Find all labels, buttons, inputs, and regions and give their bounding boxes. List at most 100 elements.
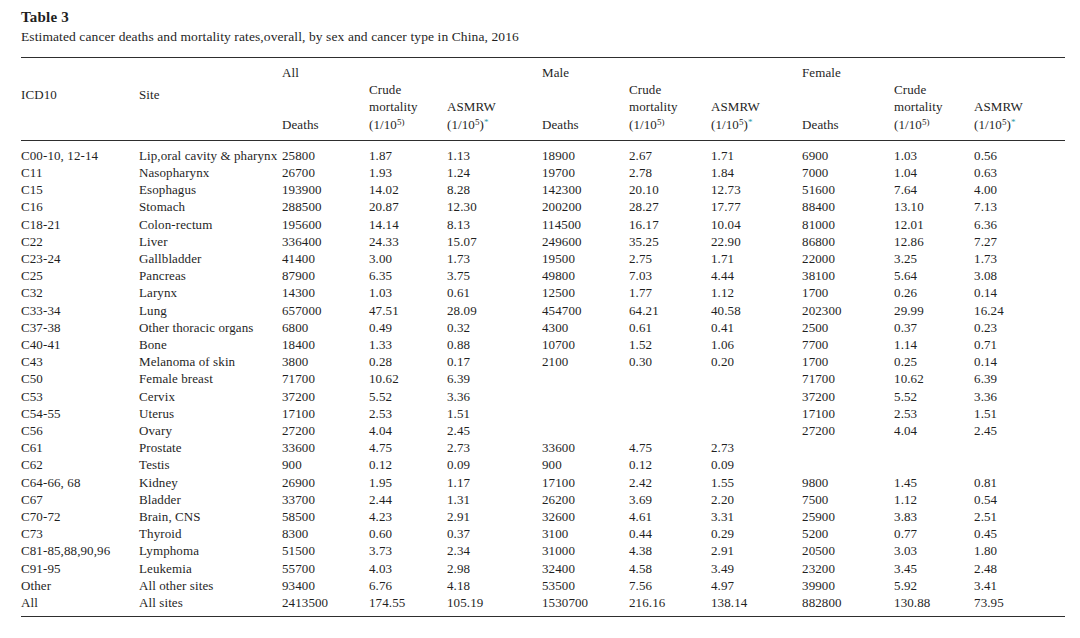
cell-all-asmrw: 0.88 <box>447 336 542 353</box>
col-header-female-deaths: Deaths <box>802 81 894 140</box>
cell-female-crude-mortality: 12.86 <box>894 233 974 250</box>
cell-male-crude-mortality: 2.75 <box>629 250 711 267</box>
col-header-icd10: ICD10 <box>21 81 139 140</box>
table-row: C37-38 Other thoracic organs 6800 0.49 0… <box>21 319 1065 336</box>
cell-all-crude-mortality: 2.44 <box>369 491 447 508</box>
cell-female-asmrw: 3.36 <box>974 388 1065 405</box>
asmrw-label: ASMRW <box>974 98 1065 115</box>
cell-site: Brain, CNS <box>139 508 282 525</box>
cell-male-asmrw: 2.20 <box>711 491 802 508</box>
cell-icd10: C70-72 <box>21 508 139 525</box>
group-label-all: All <box>282 58 542 82</box>
cell-all-deaths: 33700 <box>282 491 369 508</box>
cell-male-crude-mortality: 28.27 <box>629 198 711 215</box>
cell-all-deaths: 14300 <box>282 284 369 301</box>
table-row: C43 Melanoma of skin 3800 0.28 0.17 2100… <box>21 353 1065 370</box>
cell-male-crude-mortality: 4.38 <box>629 542 711 559</box>
table-header: All Male Female ICD10 Site Deaths Crude … <box>21 58 1065 141</box>
cell-female-crude-mortality: 29.99 <box>894 302 974 319</box>
cell-female-deaths: 22000 <box>802 250 894 267</box>
cell-all-deaths: 336400 <box>282 233 369 250</box>
cell-all-asmrw: 2.34 <box>447 542 542 559</box>
col-header-all-asmrw: ASMRW (1/105)* <box>447 81 542 140</box>
cell-icd10: C11 <box>21 164 139 181</box>
cell-female-crude-mortality: 5.92 <box>894 577 974 594</box>
table-row: C23-24 Gallbladder 41400 3.00 1.73 19500… <box>21 250 1065 267</box>
col-header-female-crude: Crude mortality (1/105) <box>894 81 974 140</box>
cell-male-crude-mortality: 16.17 <box>629 216 711 233</box>
cell-icd10: C53 <box>21 388 139 405</box>
cell-icd10: C43 <box>21 353 139 370</box>
cell-site: Female breast <box>139 370 282 387</box>
cell-male-crude-mortality: 64.21 <box>629 302 711 319</box>
cell-female-deaths: 1700 <box>802 353 894 370</box>
crude-label-line1: Crude <box>894 81 974 98</box>
crude-unit: (1/105) <box>629 116 711 133</box>
paper-page: Table 3 Estimated cancer deaths and mort… <box>0 0 1080 617</box>
deaths-label: Deaths <box>542 117 579 132</box>
cell-male-asmrw: 12.73 <box>711 181 802 198</box>
cell-site: Stomach <box>139 198 282 215</box>
cell-all-crude-mortality: 20.87 <box>369 198 447 215</box>
cell-all-deaths: 93400 <box>282 577 369 594</box>
cell-all-deaths: 51500 <box>282 542 369 559</box>
cell-male-asmrw: 2.91 <box>711 542 802 559</box>
cell-female-asmrw: 3.41 <box>974 577 1065 594</box>
cell-all-asmrw: 0.09 <box>447 456 542 473</box>
cell-male-deaths: 114500 <box>542 216 629 233</box>
cell-all-deaths: 41400 <box>282 250 369 267</box>
cell-site: Cervix <box>139 388 282 405</box>
cell-site: Lung <box>139 302 282 319</box>
group-spacer <box>21 58 139 82</box>
cell-male-asmrw: 3.31 <box>711 508 802 525</box>
cell-male-deaths: 32400 <box>542 560 629 577</box>
cell-icd10: C22 <box>21 233 139 250</box>
cell-all-crude-mortality: 1.33 <box>369 336 447 353</box>
cell-icd10: C23-24 <box>21 250 139 267</box>
cell-female-crude-mortality: 130.88 <box>894 594 974 617</box>
table-row: C11 Nasopharynx 26700 1.93 1.24 19700 2.… <box>21 164 1065 181</box>
cell-male-deaths: 12500 <box>542 284 629 301</box>
cell-all-deaths: 6800 <box>282 319 369 336</box>
cell-male-deaths: 18900 <box>542 140 629 164</box>
cell-female-deaths: 25900 <box>802 508 894 525</box>
cell-female-deaths: 202300 <box>802 302 894 319</box>
cell-male-asmrw: 3.49 <box>711 560 802 577</box>
cell-all-deaths: 8300 <box>282 525 369 542</box>
cell-icd10: C33-34 <box>21 302 139 319</box>
cell-male-crude-mortality <box>629 388 711 405</box>
cell-female-asmrw: 0.23 <box>974 319 1065 336</box>
cell-female-deaths: 39900 <box>802 577 894 594</box>
cell-male-crude-mortality <box>629 422 711 439</box>
cell-male-asmrw: 1.84 <box>711 164 802 181</box>
cell-all-deaths: 288500 <box>282 198 369 215</box>
cell-site: Kidney <box>139 474 282 491</box>
cell-all-deaths: 193900 <box>282 181 369 198</box>
cell-female-asmrw: 2.45 <box>974 422 1065 439</box>
cell-icd10: All <box>21 594 139 617</box>
cell-female-deaths: 71700 <box>802 370 894 387</box>
cell-female-asmrw: 16.24 <box>974 302 1065 319</box>
col-header-male-crude: Crude mortality (1/105) <box>629 81 711 140</box>
group-header-row: All Male Female <box>21 58 1065 82</box>
cell-male-deaths: 142300 <box>542 181 629 198</box>
table-row: C53 Cervix 37200 5.52 3.36 37200 5.52 3.… <box>21 388 1065 405</box>
cell-female-asmrw: 7.27 <box>974 233 1065 250</box>
cell-female-asmrw <box>974 439 1065 456</box>
cell-male-deaths <box>542 422 629 439</box>
cell-all-asmrw: 3.36 <box>447 388 542 405</box>
cell-all-asmrw: 2.73 <box>447 439 542 456</box>
cell-female-crude-mortality: 10.62 <box>894 370 974 387</box>
cell-female-asmrw: 0.54 <box>974 491 1065 508</box>
cell-female-crude-mortality: 3.45 <box>894 560 974 577</box>
cell-male-asmrw: 1.12 <box>711 284 802 301</box>
deaths-label: Deaths <box>282 117 319 132</box>
cell-male-asmrw: 1.55 <box>711 474 802 491</box>
cell-all-asmrw: 4.18 <box>447 577 542 594</box>
cell-female-deaths: 6900 <box>802 140 894 164</box>
cell-male-asmrw: 0.09 <box>711 456 802 473</box>
cell-female-crude-mortality: 1.03 <box>894 140 974 164</box>
column-header-row: ICD10 Site Deaths Crude mortality (1/105… <box>21 81 1065 140</box>
cell-site: Nasopharynx <box>139 164 282 181</box>
cell-all-crude-mortality: 2.53 <box>369 405 447 422</box>
